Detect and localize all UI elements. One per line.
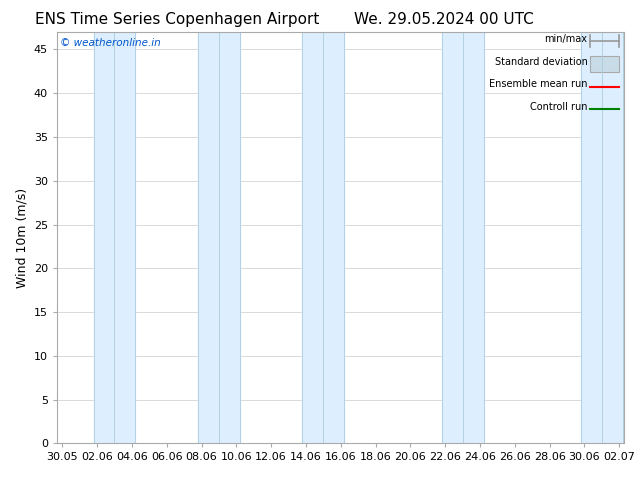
FancyBboxPatch shape (590, 56, 619, 72)
Bar (581, 32, 623, 443)
Bar (302, 32, 344, 443)
Y-axis label: Wind 10m (m/s): Wind 10m (m/s) (15, 188, 29, 288)
Bar (442, 32, 484, 443)
Text: Standard deviation: Standard deviation (495, 56, 588, 67)
Text: We. 29.05.2024 00 UTC: We. 29.05.2024 00 UTC (354, 12, 534, 27)
Text: min/max: min/max (545, 34, 588, 44)
Bar (198, 32, 240, 443)
Text: Controll run: Controll run (530, 102, 588, 112)
Text: © weatheronline.in: © weatheronline.in (60, 38, 160, 48)
Text: ENS Time Series Copenhagen Airport: ENS Time Series Copenhagen Airport (36, 12, 320, 27)
Text: Ensemble mean run: Ensemble mean run (489, 79, 588, 89)
Bar (94, 32, 136, 443)
